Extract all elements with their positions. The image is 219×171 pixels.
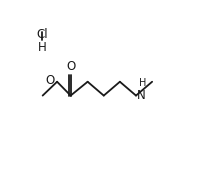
- Text: H: H: [37, 41, 46, 54]
- Text: H: H: [139, 78, 147, 88]
- Text: O: O: [66, 60, 75, 73]
- Text: N: N: [137, 89, 146, 102]
- Text: Cl: Cl: [37, 28, 48, 41]
- Text: O: O: [45, 74, 55, 87]
